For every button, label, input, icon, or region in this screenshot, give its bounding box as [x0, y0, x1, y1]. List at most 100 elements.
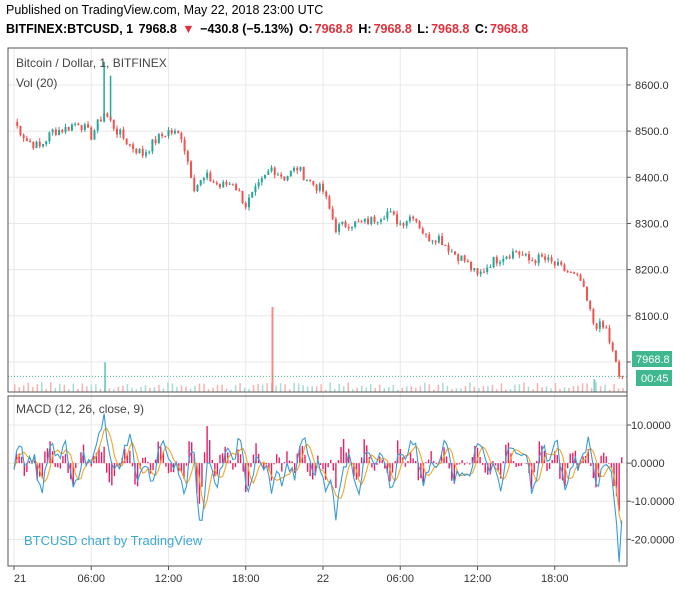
candle-body: [383, 218, 386, 220]
price-tick-label: 8300.0: [635, 218, 669, 230]
candle-body: [441, 236, 444, 245]
macd-line: [13, 413, 623, 563]
candle-body: [511, 251, 514, 259]
macd-tick-label: 10.0000: [631, 420, 671, 432]
time-tick-label: 12:00: [155, 573, 183, 585]
candle-body: [357, 221, 360, 223]
volume-bars: [14, 307, 624, 392]
volume-bar: [338, 383, 340, 392]
candle-body: [502, 258, 505, 262]
candle-body: [215, 182, 218, 185]
volume-bar: [126, 383, 129, 392]
open-label: O:: [298, 22, 313, 36]
open-value: 7968.8: [314, 22, 353, 36]
candle-body: [402, 223, 405, 226]
candlesticks[interactable]: [8, 61, 627, 380]
candle-body: [614, 350, 617, 362]
candle-body: [312, 181, 315, 185]
candle-body: [270, 167, 273, 172]
volume-bar: [180, 385, 183, 392]
tradingview-watermark[interactable]: BTCUSD chart by TradingView: [24, 533, 203, 548]
candle-body: [219, 184, 222, 188]
candle-body: [64, 127, 67, 133]
candle-body: [22, 135, 25, 139]
volume-bar: [14, 384, 16, 392]
candle-body: [540, 254, 543, 257]
candle-body: [537, 254, 540, 264]
candle-body: [58, 129, 61, 135]
symbol-name[interactable]: BITFINEX:BTCUSD, 1: [6, 22, 134, 36]
candle-body: [328, 196, 331, 209]
candle-body: [450, 251, 453, 253]
candle-body: [48, 132, 51, 142]
volume-bar: [500, 383, 503, 392]
time-tick-label: 22: [317, 573, 329, 585]
candle-body: [196, 185, 199, 192]
volume-bar: [311, 386, 313, 392]
volume-bar: [239, 383, 241, 392]
volume-bar: [315, 386, 318, 392]
candle-body: [428, 234, 431, 242]
high-label: H:: [358, 22, 372, 36]
macd-series[interactable]: [13, 413, 623, 563]
volume-bar: [523, 382, 525, 392]
candle-body: [376, 221, 379, 223]
candle-body: [528, 253, 531, 261]
volume-bar: [541, 386, 543, 392]
candle-body: [212, 181, 215, 183]
volume-bar: [437, 384, 440, 392]
candle-body: [463, 255, 466, 261]
volume-bar: [482, 386, 485, 392]
candle-body: [32, 142, 35, 149]
candle-body: [386, 211, 389, 219]
volume-bar: [496, 389, 498, 392]
candle-body: [505, 256, 508, 259]
candle-body: [241, 190, 244, 203]
candle-body: [276, 174, 279, 176]
volume-bar: [32, 386, 34, 392]
volume-bar: [284, 384, 286, 392]
candle-body: [293, 167, 296, 171]
candle-body: [247, 197, 250, 208]
candle-body: [322, 183, 325, 192]
candle-body: [598, 321, 601, 329]
candle-body: [405, 221, 408, 226]
volume-bar: [604, 384, 606, 392]
volume-bar: [351, 389, 354, 392]
candle-body: [283, 176, 286, 181]
time-tick-label: 06:00: [386, 573, 414, 585]
candle-body: [238, 190, 241, 192]
candle-body: [173, 130, 176, 134]
volume-bar: [288, 389, 291, 392]
signal-line: [13, 427, 623, 527]
candle-body: [331, 208, 334, 220]
volume-bar: [176, 386, 178, 392]
candle-body: [482, 271, 485, 273]
candle-body: [585, 286, 588, 301]
candle-body: [154, 139, 157, 144]
candle-body: [264, 174, 267, 179]
candle-body: [338, 223, 341, 232]
volume-bar: [108, 388, 111, 392]
volume-bar: [297, 383, 300, 392]
volume-bar: [424, 382, 426, 392]
volume-bar: [257, 383, 259, 392]
candle-body: [16, 121, 19, 126]
candle-body: [222, 181, 225, 188]
candle-body: [231, 183, 234, 185]
candle-body: [183, 139, 186, 152]
volume-bar: [509, 388, 512, 392]
candle-body: [476, 268, 479, 275]
candle-body: [67, 127, 70, 131]
candle-body: [74, 123, 77, 125]
candle-body: [167, 130, 170, 137]
candle-body: [396, 214, 399, 225]
candle-body: [412, 216, 415, 219]
volume-bar: [581, 383, 584, 392]
candle-body: [51, 129, 54, 133]
volume-bar: [185, 386, 187, 392]
volume-bar: [577, 385, 579, 392]
price-tick-label: 8100.0: [635, 311, 669, 323]
price-change: −430.8 (−5.13%): [200, 22, 294, 36]
